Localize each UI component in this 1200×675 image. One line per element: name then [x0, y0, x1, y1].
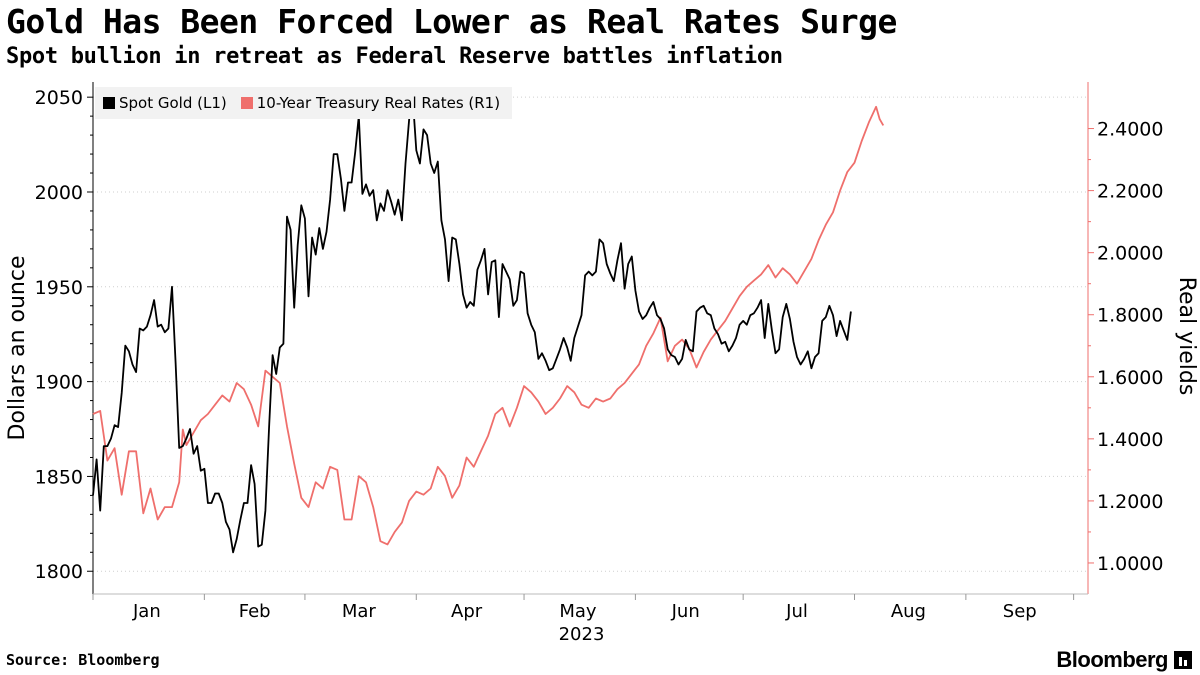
- x-axis-year-label: 2023: [559, 624, 605, 645]
- left-tick-label: 1850: [35, 466, 83, 488]
- chart-title: Gold Has Been Forced Lower as Real Rates…: [6, 2, 897, 41]
- right-tick-label: 2.4000: [1097, 119, 1163, 141]
- right-tick-label: 1.4000: [1097, 429, 1163, 451]
- legend-swatch-gold: [103, 97, 115, 109]
- left-tick-label: 2000: [35, 182, 83, 204]
- legend-item-gold: Spot Gold (L1): [103, 94, 227, 112]
- month-label: Mar: [342, 601, 377, 622]
- bloomberg-icon: [1174, 651, 1192, 669]
- right-tick-label: 1.6000: [1097, 367, 1163, 389]
- month-label: Aug: [891, 601, 926, 622]
- right-tick-label: 2.2000: [1097, 181, 1163, 203]
- left-tick-label: 1800: [35, 561, 83, 583]
- series-line-real-rates: [92, 105, 885, 546]
- left-tick-label: 1900: [35, 372, 83, 394]
- gridlines: [93, 96, 1088, 572]
- month-label: Jun: [671, 601, 700, 622]
- legend: Spot Gold (L1) 10-Year Treasury Real Rat…: [95, 87, 513, 119]
- series-line-spot-gold: [92, 96, 852, 554]
- right-tick-label: 1.2000: [1097, 491, 1163, 513]
- left-axis-title: Dollars an ounce: [5, 255, 30, 440]
- series-lines: [92, 96, 885, 554]
- legend-swatch-real-rates: [240, 97, 253, 109]
- brand-logo: Bloomberg: [1056, 647, 1192, 673]
- left-tick-label: 1950: [35, 277, 83, 299]
- brand-name: Bloomberg: [1056, 647, 1168, 672]
- left-tick-label: 2050: [35, 87, 83, 109]
- source-note: Source: Bloomberg: [6, 651, 160, 669]
- chart-subtitle: Spot bullion in retreat as Federal Reser…: [6, 44, 783, 69]
- month-label: Jan: [132, 601, 161, 622]
- month-label: Jul: [785, 601, 808, 622]
- legend-item-real-rates: 10-Year Treasury Real Rates (R1): [240, 94, 501, 112]
- month-label: Apr: [451, 601, 483, 622]
- legend-label-gold: Spot Gold (L1): [119, 94, 227, 112]
- month-label: Feb: [239, 601, 271, 622]
- right-tick-label: 2.0000: [1097, 243, 1163, 265]
- axes: [87, 82, 1094, 600]
- legend-label-real-rates: 10-Year Treasury Real Rates (R1): [256, 94, 501, 112]
- right-tick-label: 1.0000: [1097, 553, 1163, 575]
- month-label: May: [559, 601, 597, 622]
- right-axis-title: Real yields: [1174, 277, 1199, 396]
- month-label: Sep: [1003, 601, 1037, 622]
- axis-labels: 1800 1850 1900 1950 2000 2050 1.0000 1.2000 1.40…: [5, 87, 1199, 645]
- right-tick-label: 1.8000: [1097, 305, 1163, 327]
